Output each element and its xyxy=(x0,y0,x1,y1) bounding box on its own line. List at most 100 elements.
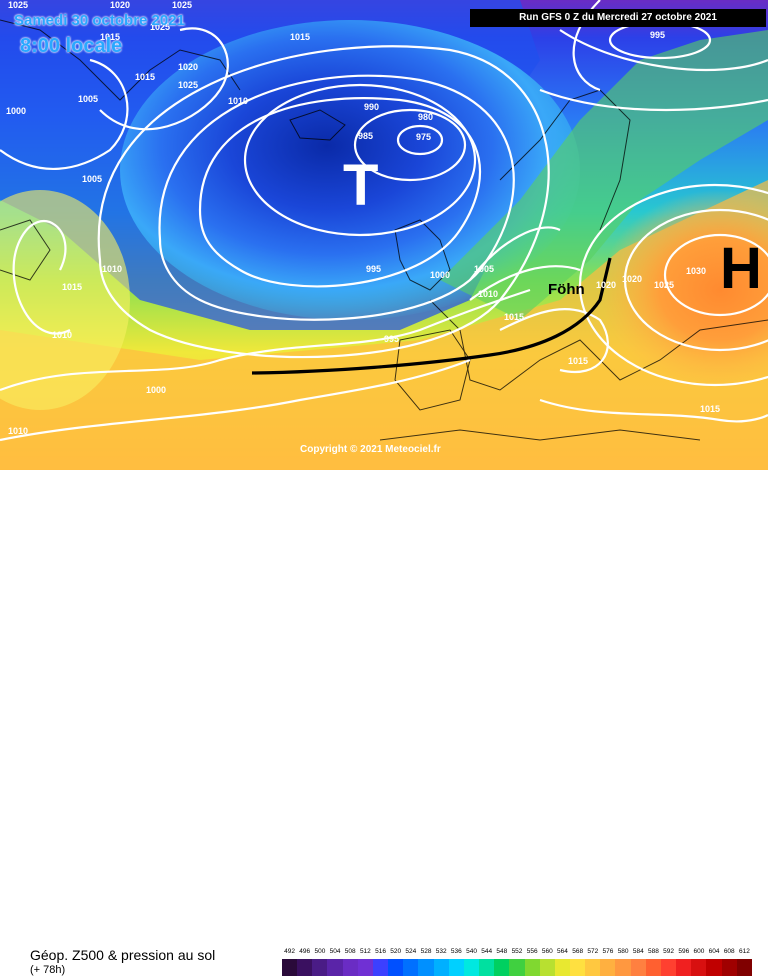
forecast-time: 8:00 locale xyxy=(20,35,123,57)
color-scale-cell xyxy=(312,959,328,976)
isobar xyxy=(0,358,471,442)
color-scale-label: 540 xyxy=(466,948,477,955)
fohn-front-line xyxy=(251,257,612,375)
isobar xyxy=(578,183,768,387)
isobar-label: 1015 xyxy=(700,404,720,414)
color-scale-cell xyxy=(676,959,692,976)
isobar xyxy=(469,265,581,301)
color-scale-cell xyxy=(569,959,586,976)
color-scale-cell xyxy=(630,959,646,976)
color-scale-label: 584 xyxy=(632,948,644,955)
isobar-label: 995 xyxy=(650,30,665,40)
isobar-label: 1020 xyxy=(622,274,642,284)
isobar-label: 975 xyxy=(416,132,431,142)
z500-warm-south xyxy=(0,180,768,470)
isobars xyxy=(0,0,768,442)
color-scale-labels: 492 496 500 504 508 512 516 520 524 528 532 536 540 5… xyxy=(282,948,752,958)
isobar-label: 1010 xyxy=(102,264,122,274)
isobar-label: 1025 xyxy=(178,80,198,90)
color-scale-label: 504 xyxy=(329,948,341,955)
isobar xyxy=(396,124,444,156)
color-scale-label: 512 xyxy=(359,948,371,955)
isobar-label: 1020 xyxy=(110,0,130,10)
low-core-field xyxy=(120,20,580,320)
color-scale-label: 556 xyxy=(526,948,538,955)
color-scale-cell xyxy=(645,959,661,976)
color-scale-label: 496 xyxy=(299,948,311,955)
isobar-label: 1015 xyxy=(62,282,82,292)
isobar xyxy=(559,29,768,72)
color-scale-cell xyxy=(721,959,737,976)
color-scale-cell xyxy=(706,959,722,976)
isobar-label: 1005 xyxy=(82,174,102,184)
color-scale-label: 568 xyxy=(572,948,584,955)
color-scale-label: 612 xyxy=(738,948,750,955)
isobar xyxy=(198,97,482,288)
isobar xyxy=(99,27,229,131)
isobar-label: 1015 xyxy=(135,72,155,82)
color-scale-cell xyxy=(388,959,404,976)
isobar xyxy=(353,108,467,182)
color-scale-cell xyxy=(600,959,616,976)
isobar-label: 1025 xyxy=(8,0,28,10)
isobar-label: 1010 xyxy=(52,330,72,340)
isobar xyxy=(12,220,71,335)
low-pressure-symbol: T xyxy=(343,153,378,218)
isobar xyxy=(663,233,768,317)
color-scale-cell xyxy=(448,959,464,976)
isobar-label: 995 xyxy=(366,264,381,274)
color-scale-label: 596 xyxy=(678,948,690,955)
coastline-north-africa xyxy=(379,429,701,441)
color-scale-cell xyxy=(615,959,631,976)
isobar-label: 1020 xyxy=(178,62,198,72)
color-scale-cell xyxy=(524,959,540,976)
color-scale-label: 576 xyxy=(602,948,614,955)
coastline-newfoundland xyxy=(0,219,51,281)
color-scale-label: 544 xyxy=(481,948,493,955)
isobar-label: 1020 xyxy=(596,280,616,290)
isobar-label: 990 xyxy=(364,102,379,112)
isobar-label: 1025 xyxy=(172,0,192,10)
color-scale-label: 524 xyxy=(405,948,417,955)
color-scale-label: 508 xyxy=(344,948,356,955)
isobar xyxy=(623,208,768,352)
color-scale-label: 548 xyxy=(496,948,508,955)
legend-title: Géop. Z500 & pression au sol xyxy=(30,947,216,963)
color-scale-cell xyxy=(736,959,752,976)
isobar-label: 1000 xyxy=(430,270,450,280)
color-scale-label: 500 xyxy=(314,948,326,955)
isobar xyxy=(539,398,768,423)
isobar-label: 1015 xyxy=(568,356,588,366)
color-scale-label: 592 xyxy=(663,948,675,955)
color-scale-cell xyxy=(342,959,358,976)
isobar-label: 1025 xyxy=(150,22,170,32)
color-scale-cell xyxy=(282,959,298,976)
color-scale-label: 492 xyxy=(284,948,296,955)
isobar-label: 995 xyxy=(384,334,399,344)
isobar-label: 1005 xyxy=(474,264,494,274)
color-scale-label: 520 xyxy=(390,948,402,955)
color-scale-label: 532 xyxy=(435,948,447,955)
coastline-iceland xyxy=(289,109,346,141)
isobar-label: 1015 xyxy=(290,32,310,42)
isobar-label: 1030 xyxy=(686,266,706,276)
coastline-greenland xyxy=(0,19,241,101)
color-scale-label: 560 xyxy=(541,948,553,955)
isobar-label: 1010 xyxy=(478,289,498,299)
color-scale-cell xyxy=(539,959,555,976)
color-scale-cell xyxy=(554,959,570,976)
forecast-date: Samedi 30 octobre 2021 xyxy=(14,12,185,29)
color-scale-cell xyxy=(433,959,449,976)
color-scale-cell xyxy=(403,959,419,976)
z500-green-band xyxy=(440,30,768,320)
color-scale-cell xyxy=(585,959,601,976)
color-scale-label: 604 xyxy=(708,948,720,955)
color-scale-label: 580 xyxy=(617,948,629,955)
color-scale-bar xyxy=(282,959,752,976)
isobar xyxy=(499,308,609,373)
color-scale-label: 536 xyxy=(450,948,462,955)
color-scale-label: 552 xyxy=(511,948,523,955)
atlantic-ridge-field xyxy=(0,190,130,410)
color-scale: 492 496 500 504 508 512 516 520 524 528 532 536 540 5… xyxy=(282,948,752,978)
color-scale-label: 516 xyxy=(375,948,386,955)
